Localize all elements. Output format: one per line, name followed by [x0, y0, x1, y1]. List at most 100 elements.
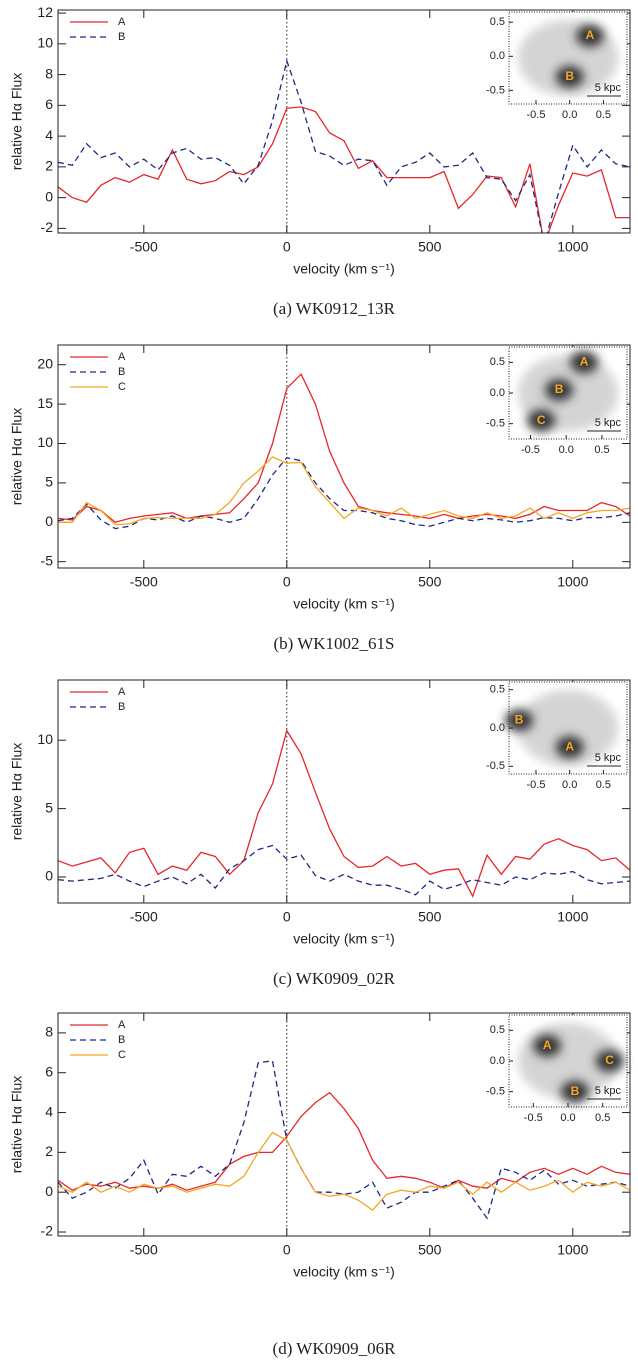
x-tick-label: -500: [130, 909, 158, 925]
inset-label: A: [543, 1038, 552, 1052]
x-tick-label: -500: [130, 1242, 158, 1258]
x-tick-label: -500: [130, 239, 158, 255]
panel: 0 5 10 -500 0 500 1000 velocity (km s⁻¹) relativ…: [9, 679, 631, 988]
inset-label: A: [580, 355, 589, 369]
caption: (d) WK0909_06R: [273, 1339, 397, 1358]
y-tick-label: 4: [45, 1103, 53, 1119]
inset-label: A: [586, 28, 595, 42]
y-tick-label: 10: [37, 434, 53, 450]
inset-blob: [555, 65, 584, 88]
inset-x-tick-label: 0.0: [562, 109, 577, 121]
plot-frame: [57, 344, 631, 569]
inset-blob: [505, 709, 534, 732]
inset-x-tick-label: 0.0: [562, 779, 577, 791]
inset-image: [518, 20, 618, 96]
legend-label: A: [118, 351, 126, 363]
inset-scale-label: 5 kpc: [595, 82, 622, 94]
inset-y-tick-label: -0.5: [486, 1086, 505, 1098]
x-axis-label: velocity (km s⁻¹): [293, 1264, 395, 1280]
inset-scale-label: 5 kpc: [595, 1085, 622, 1097]
y-tick-label: 0: [45, 1183, 53, 1199]
x-tick-label: 0: [283, 1242, 291, 1258]
y-tick-label: 8: [45, 65, 53, 81]
inset-scale-label: 5 kpc: [595, 417, 622, 429]
inset-scale-label: 5 kpc: [595, 752, 622, 764]
inset-y-tick-label: 0.5: [490, 356, 505, 368]
inset-y-tick-label: 0.0: [490, 722, 505, 734]
inset-x-tick-label: -0.5: [526, 779, 545, 791]
legend-label: B: [118, 701, 125, 713]
y-tick-label: 2: [45, 1143, 53, 1159]
inset-y-tick-label: 0.0: [490, 50, 505, 62]
inset-label: C: [605, 1053, 614, 1067]
x-tick-label: 0: [283, 574, 291, 590]
plot-frame: [57, 679, 631, 904]
x-tick-label: 1000: [557, 909, 588, 925]
inset-y-tick-label: -0.5: [486, 418, 505, 430]
series-line: [58, 456, 630, 526]
inset-label: A: [565, 739, 574, 753]
legend-label: B: [118, 366, 125, 378]
y-tick-label: 0: [45, 868, 53, 884]
panel: -2 0 2 4 6 8 10 12 -500 0 500 1000 velocity (km s⁻¹)…: [9, 4, 631, 318]
x-tick-label: 1000: [557, 574, 588, 590]
x-tick-label: 500: [418, 239, 442, 255]
series-line: [58, 58, 630, 233]
caption: (c) WK0909_02R: [273, 969, 396, 988]
inset-y-tick-label: 0.5: [490, 684, 505, 696]
inset-blob: [570, 351, 599, 374]
y-tick-label: 5: [45, 474, 53, 490]
x-tick-label: 0: [283, 909, 291, 925]
plot-frame: [57, 9, 631, 234]
series-line: [58, 456, 630, 530]
inset-x-tick-label: -0.5: [524, 1112, 543, 1124]
x-tick-label: 500: [418, 1242, 442, 1258]
inset-label: C: [537, 413, 546, 427]
series-line: [58, 106, 630, 233]
y-tick-label: 2: [45, 158, 53, 174]
inset-x-tick-label: -0.5: [526, 109, 545, 121]
y-tick-label: 15: [37, 395, 53, 411]
plot-frame: [57, 1012, 631, 1237]
y-tick-label: 5: [45, 799, 53, 815]
legend-label: A: [118, 1019, 126, 1031]
inset-label: B: [515, 713, 524, 727]
y-tick-label: 10: [37, 731, 53, 747]
y-tick-label: 12: [37, 4, 53, 20]
inset-y-tick-label: 0.0: [490, 387, 505, 399]
series-line: [58, 1131, 630, 1211]
panel: -2 0 2 4 6 8 -500 0 500 1000 velocity (km s⁻¹) rela…: [9, 1012, 631, 1358]
y-axis-label: relative Hα Flux: [9, 1076, 25, 1174]
legend-label: A: [118, 686, 126, 698]
x-axis-label: velocity (km s⁻¹): [293, 261, 395, 277]
inset-x-tick-label: 0.0: [559, 444, 574, 456]
series-line: [58, 1060, 630, 1220]
panel: -5 0 5 10 15 20 -500 0 500 1000 velocity (km s⁻¹) r…: [9, 344, 631, 653]
x-tick-label: 0: [283, 239, 291, 255]
inset-x-tick-label: 0.0: [560, 1112, 575, 1124]
inset-label: B: [565, 69, 574, 83]
inset-blob: [545, 378, 574, 401]
y-tick-label: 0: [45, 513, 53, 529]
y-tick-label: 6: [45, 1063, 53, 1079]
caption: (b) WK1002_61S: [273, 634, 394, 653]
legend-label: B: [118, 1034, 125, 1046]
x-tick-label: 1000: [557, 1242, 588, 1258]
inset-blob: [560, 1080, 589, 1103]
inset-y-tick-label: -0.5: [486, 760, 505, 772]
y-axis-label: relative Hα Flux: [9, 73, 25, 171]
inset-y-tick-label: -0.5: [486, 84, 505, 96]
inset-x-tick-label: -0.5: [521, 444, 540, 456]
legend-label: C: [118, 1049, 126, 1061]
inset-y-tick-label: 0.0: [490, 1055, 505, 1067]
inset-blob: [575, 24, 604, 47]
y-tick-label: -2: [41, 219, 54, 235]
inset-label: B: [555, 382, 564, 396]
x-tick-label: 500: [418, 574, 442, 590]
inset-blob: [533, 1034, 562, 1057]
legend-label: C: [118, 381, 126, 393]
inset-x-tick-label: 0.5: [594, 444, 609, 456]
x-axis-label: velocity (km s⁻¹): [293, 931, 395, 947]
inset-blob: [527, 409, 556, 432]
